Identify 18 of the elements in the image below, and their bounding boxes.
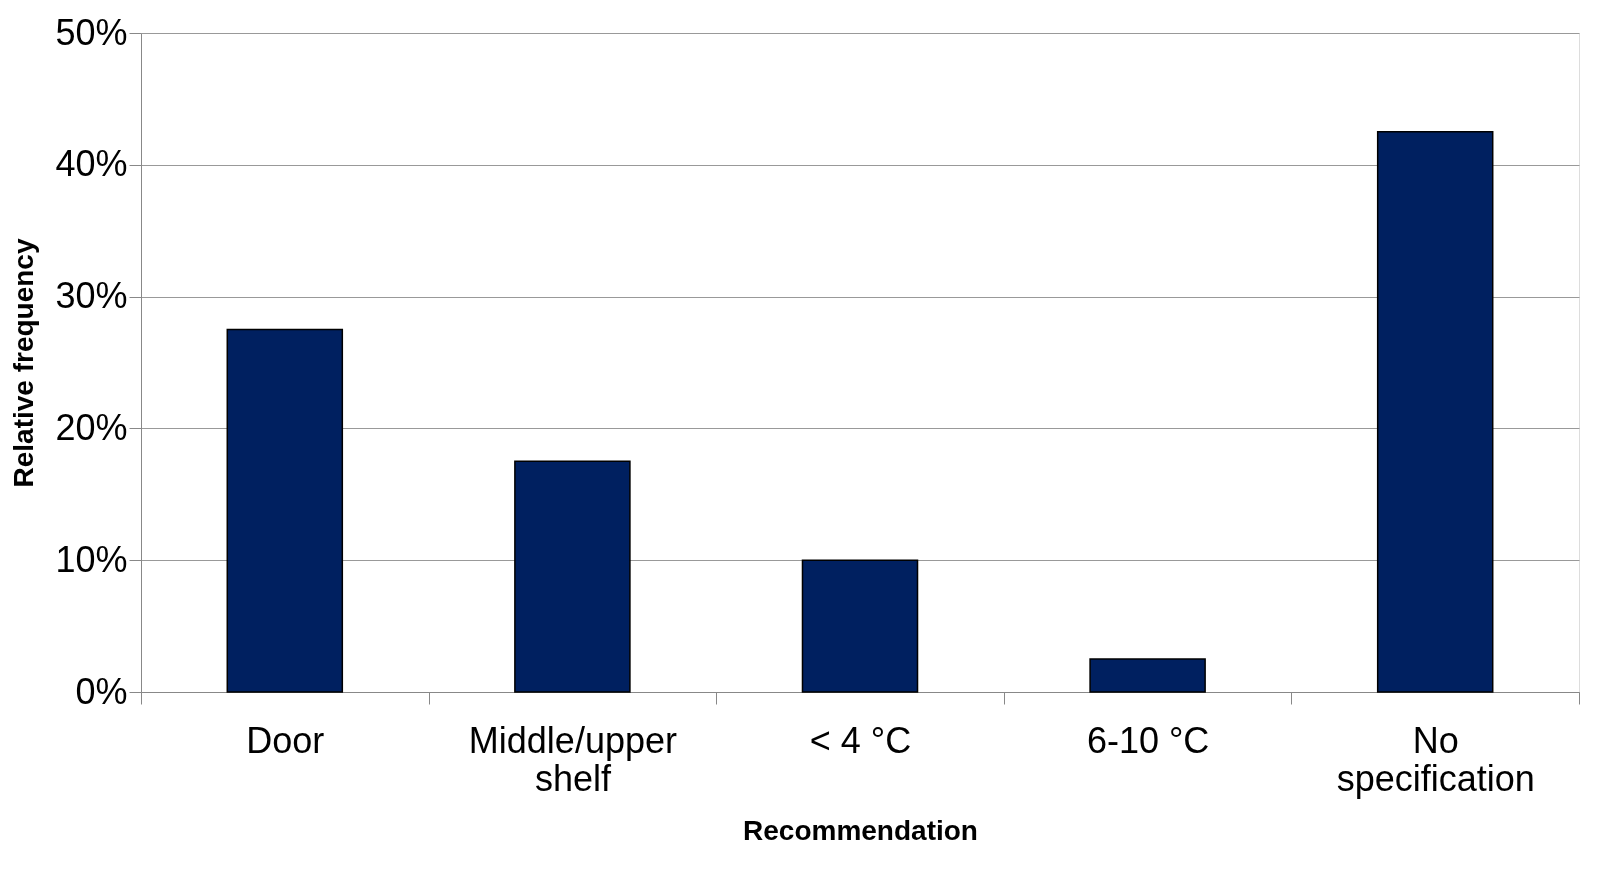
y-tick-label: 0% <box>75 670 128 712</box>
bar <box>514 460 631 693</box>
bar <box>801 559 919 693</box>
x-tick-label: No specification <box>1336 719 1535 799</box>
y-tick-label: 30% <box>55 275 128 317</box>
bar <box>1089 658 1206 693</box>
y-axis-title: Relative frequency <box>8 238 40 488</box>
y-tick-label: 40% <box>55 143 128 185</box>
x-tick-label: < 4 °C <box>809 719 912 761</box>
y-tick-label: 20% <box>55 406 128 448</box>
bar <box>1376 131 1494 693</box>
x-axis-title: Recommendation <box>743 814 978 846</box>
x-tick-label: 6-10 °C <box>1086 719 1210 761</box>
y-tick-label: 10% <box>55 538 128 580</box>
y-tick-label: 50% <box>55 11 128 53</box>
x-tick-label: Door <box>246 719 325 761</box>
x-tick-label: Middle/upper shelf <box>468 719 677 799</box>
bar <box>226 328 344 693</box>
